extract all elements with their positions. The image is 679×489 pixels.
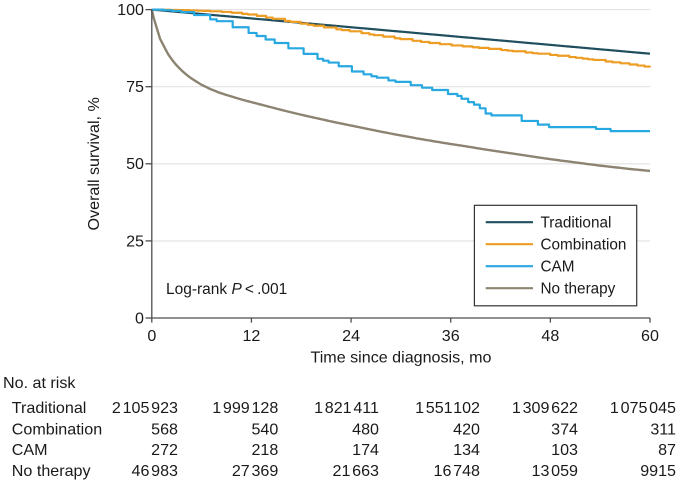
svg-text:Log-rank P < .001: Log-rank P < .001: [166, 281, 287, 298]
svg-text:12: 12: [242, 327, 260, 345]
svg-text:374: 374: [551, 420, 578, 438]
svg-text:60: 60: [641, 327, 659, 345]
svg-text:134: 134: [453, 441, 480, 459]
svg-text:Traditional: Traditional: [541, 214, 612, 231]
svg-text:87: 87: [658, 441, 676, 459]
svg-text:540: 540: [251, 420, 278, 438]
svg-text:100: 100: [117, 1, 144, 19]
svg-text:174: 174: [352, 441, 379, 459]
svg-text:No. at risk: No. at risk: [3, 374, 76, 392]
svg-text:218: 218: [251, 441, 278, 459]
svg-text:36: 36: [442, 327, 460, 345]
svg-text:Overall survival, %: Overall survival, %: [85, 97, 103, 230]
svg-text:0: 0: [147, 327, 156, 345]
svg-text:CAM: CAM: [12, 441, 48, 459]
svg-text:No therapy: No therapy: [541, 280, 616, 297]
svg-text:Traditional: Traditional: [12, 399, 87, 417]
svg-text:24: 24: [342, 327, 360, 345]
svg-text:Combination: Combination: [541, 236, 627, 253]
svg-text:Combination: Combination: [12, 420, 102, 438]
svg-text:75: 75: [126, 78, 144, 96]
svg-text:48: 48: [541, 327, 559, 345]
svg-text:0: 0: [135, 309, 144, 327]
svg-text:480: 480: [352, 420, 379, 438]
svg-text:272: 272: [151, 441, 178, 459]
svg-text:No therapy: No therapy: [12, 462, 92, 480]
svg-text:568: 568: [151, 420, 178, 438]
svg-text:50: 50: [126, 155, 144, 173]
svg-text:9915: 9915: [640, 462, 676, 480]
svg-text:420: 420: [453, 420, 480, 438]
svg-text:103: 103: [551, 441, 578, 459]
svg-text:311: 311: [650, 420, 676, 438]
svg-text:25: 25: [126, 232, 144, 250]
svg-text:CAM: CAM: [541, 258, 575, 275]
svg-text:Time since diagnosis, mo: Time since diagnosis, mo: [311, 349, 492, 367]
